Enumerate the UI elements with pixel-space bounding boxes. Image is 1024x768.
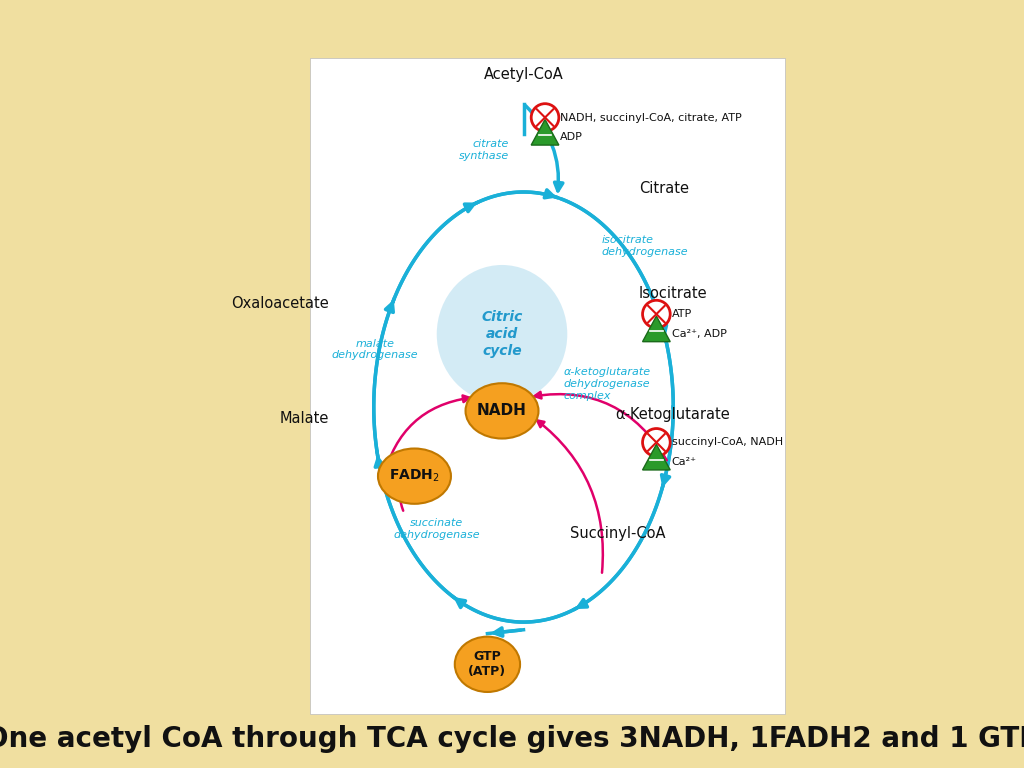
Text: α-ketoglutarate
dehydrogenase
complex: α-ketoglutarate dehydrogenase complex (563, 367, 650, 401)
Circle shape (531, 104, 559, 131)
Text: Citric
acid
cycle: Citric acid cycle (481, 310, 522, 359)
Text: isocitrate
dehydrogenase: isocitrate dehydrogenase (602, 235, 688, 257)
Text: ATP: ATP (672, 309, 692, 319)
Text: succinate
dehydrogenase: succinate dehydrogenase (393, 518, 480, 540)
Text: ADP: ADP (560, 132, 584, 143)
Text: Citrate: Citrate (639, 180, 689, 196)
FancyBboxPatch shape (310, 58, 784, 714)
Text: Succinyl-CoA: Succinyl-CoA (569, 526, 666, 541)
Text: citrate
synthase: citrate synthase (459, 139, 509, 161)
Text: Oxaloacetate: Oxaloacetate (231, 296, 330, 311)
Text: α-Ketoglutarate: α-Ketoglutarate (615, 407, 730, 422)
Text: Ca²⁺: Ca²⁺ (672, 457, 696, 468)
Ellipse shape (466, 383, 539, 439)
Text: One acetyl CoA through TCA cycle gives 3NADH, 1FADH2 and 1 GTP: One acetyl CoA through TCA cycle gives 3… (0, 725, 1024, 753)
Polygon shape (643, 316, 670, 342)
Text: Malate: Malate (280, 411, 330, 426)
Circle shape (643, 300, 670, 328)
Text: Isocitrate: Isocitrate (639, 286, 708, 301)
Ellipse shape (436, 265, 567, 403)
Polygon shape (531, 120, 559, 145)
Ellipse shape (378, 449, 451, 504)
Text: NADH: NADH (477, 403, 527, 419)
Text: malate
dehydrogenase: malate dehydrogenase (332, 339, 419, 360)
Ellipse shape (455, 637, 520, 692)
Text: NADH, succinyl-CoA, citrate, ATP: NADH, succinyl-CoA, citrate, ATP (560, 112, 742, 123)
Text: Ca²⁺, ADP: Ca²⁺, ADP (672, 329, 727, 339)
Circle shape (643, 429, 670, 456)
Polygon shape (643, 445, 670, 470)
Text: FADH$_2$: FADH$_2$ (389, 468, 440, 485)
Text: GTP
(ATP): GTP (ATP) (468, 650, 507, 678)
Text: succinyl-CoA, NADH: succinyl-CoA, NADH (672, 437, 783, 448)
Text: Acetyl-CoA: Acetyl-CoA (483, 67, 563, 82)
